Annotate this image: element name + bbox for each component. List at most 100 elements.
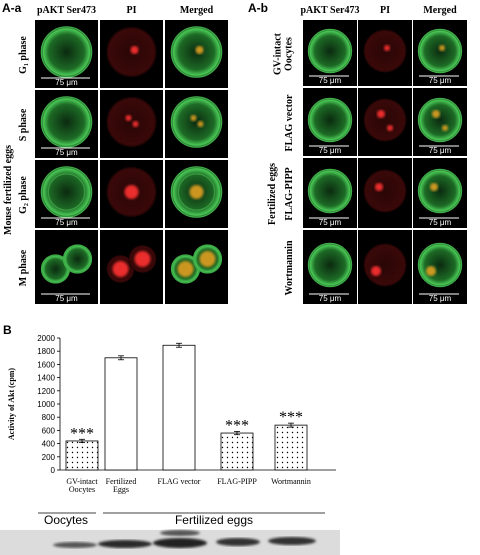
cell <box>106 96 157 148</box>
micrograph <box>100 230 163 304</box>
cell <box>417 168 463 214</box>
cell <box>307 242 353 288</box>
scale-bar-label: 75 μm <box>428 218 452 227</box>
y-tick-label: 200 <box>42 453 56 462</box>
micrograph <box>100 20 163 88</box>
scale-bar-label: 75 μm <box>428 294 452 303</box>
nucleus <box>189 185 204 199</box>
group-label: Fertilized eggs <box>174 513 254 527</box>
scale-bar-label: 75 μm <box>318 218 342 227</box>
y-axis-title: Activity of Akt (cpm) <box>7 368 16 441</box>
scale-bar-label: 75 μm <box>428 76 452 85</box>
scale-bar-label: 75 μm <box>55 78 78 87</box>
nucleus <box>195 46 204 54</box>
cell <box>417 97 463 143</box>
nucleus <box>124 185 139 199</box>
bar <box>104 357 138 471</box>
scale-bar-label: 75 μm <box>428 146 452 155</box>
error-bar <box>176 342 182 348</box>
nucleus <box>377 110 385 118</box>
y-tick-label: 1600 <box>37 360 55 369</box>
cell <box>363 29 407 73</box>
cell <box>363 98 407 142</box>
micrograph <box>165 20 228 88</box>
scale-bar-label: 75 μm <box>55 294 78 303</box>
x-tick-label: Fertilized Eggs <box>105 477 137 495</box>
micrograph <box>303 20 357 86</box>
row-label: GV-intact Oocytes <box>272 32 295 76</box>
western-blot <box>0 530 340 555</box>
bar <box>162 344 196 471</box>
nucleus <box>130 46 139 54</box>
column-header: Merged <box>423 5 457 16</box>
column-header: PI <box>380 5 390 16</box>
nucleus <box>430 183 438 191</box>
significance-label: *** <box>225 417 249 434</box>
cell <box>307 168 353 214</box>
bar <box>65 440 99 471</box>
micrograph <box>165 90 228 158</box>
row-label: S phase <box>17 108 29 142</box>
scale-bar-label: 75 μm <box>318 146 342 155</box>
micrograph <box>35 160 98 228</box>
panel-label: A-b <box>248 1 268 15</box>
nucleus <box>132 121 139 127</box>
cell-ring <box>47 173 86 211</box>
row-label: Wortmannin <box>283 240 295 296</box>
y-tick-label: 2000 <box>37 334 55 343</box>
y-tick-label: 1800 <box>37 347 55 356</box>
nucleus <box>112 261 129 277</box>
x-tick-label: FLAG vector <box>157 477 201 486</box>
nucleus <box>439 45 445 51</box>
column-header: pAKT Ser473 <box>37 5 96 16</box>
cell <box>363 169 407 213</box>
micrograph <box>413 158 467 228</box>
y-tick-label: 0 <box>51 466 56 475</box>
cell <box>40 96 93 148</box>
micrograph <box>165 230 228 304</box>
micrograph <box>303 88 357 156</box>
micrograph <box>413 20 467 86</box>
cell <box>62 244 93 274</box>
panel-label: A-a <box>2 1 22 15</box>
row-label: G₁ phase <box>17 36 29 74</box>
nucleus <box>371 266 381 276</box>
cell <box>363 243 407 287</box>
x-tick-label: Wortmannin <box>271 477 311 486</box>
micrograph <box>303 158 357 228</box>
bar <box>274 424 308 471</box>
cell-ring <box>177 173 216 211</box>
micrograph <box>100 160 163 228</box>
cell <box>307 97 353 143</box>
x-tick-label: FLAG-PIPP <box>217 477 257 486</box>
group-label: Oocytes <box>43 513 89 527</box>
y-tick-label: 800 <box>42 413 56 422</box>
nucleus <box>375 183 383 191</box>
panel-label: B <box>3 323 12 337</box>
scale-bar-label: 75 μm <box>55 218 78 227</box>
cell <box>307 28 353 74</box>
column-header: Merged <box>179 5 214 16</box>
cell <box>170 96 223 148</box>
row-label: G₂ phase <box>17 176 29 214</box>
micrograph <box>165 160 228 228</box>
nucleus <box>125 115 132 121</box>
error-bar <box>234 430 240 436</box>
micrograph <box>358 20 412 86</box>
group-label: Fertilized eggs <box>266 163 278 225</box>
nucleus <box>387 125 393 131</box>
scale-bar-label: 75 μm <box>318 76 342 85</box>
micrograph <box>35 20 98 88</box>
micrograph <box>100 90 163 158</box>
row-label: M phase <box>17 249 29 287</box>
nucleus <box>426 266 436 276</box>
error-bar <box>288 422 294 428</box>
nucleus <box>199 251 216 267</box>
micrograph <box>358 158 412 228</box>
group-label: Mouse fertilized eggs <box>2 145 14 235</box>
cell <box>417 242 463 288</box>
micrograph <box>413 230 467 304</box>
micrograph <box>35 90 98 158</box>
